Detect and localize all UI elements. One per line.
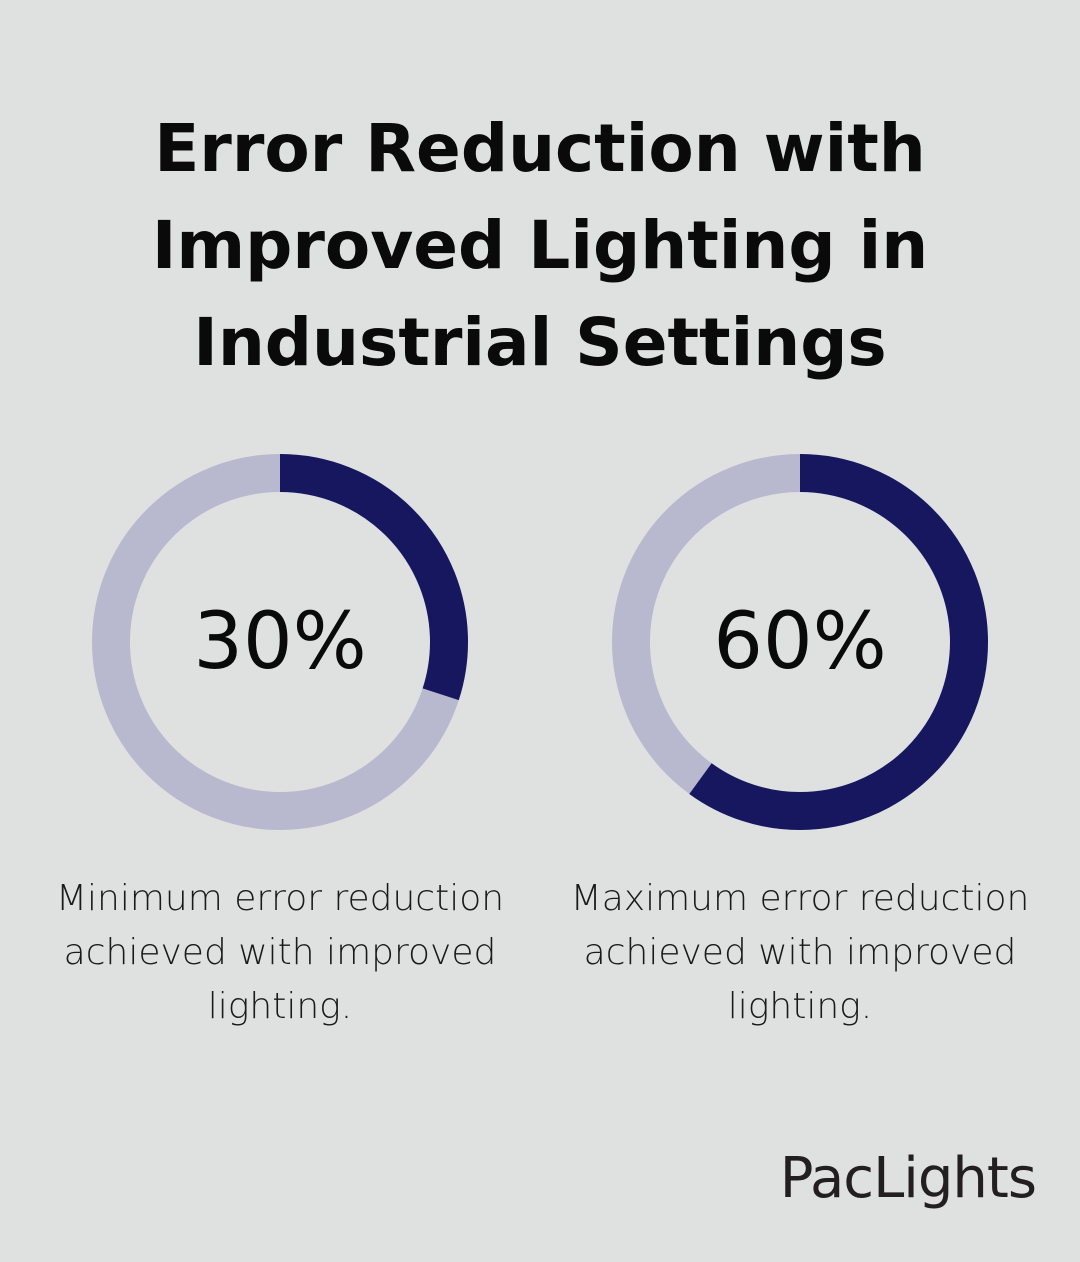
donut-value-label: 60% [713,597,887,687]
donut-svg [612,454,988,830]
donut-chart-max: 60% [610,452,990,832]
donut-value-arc [612,454,988,830]
donut-description: Minimum error reduction achieved with im… [55,878,505,1027]
donut-chart-min: 30% [90,452,470,832]
paclights-logo: PacLights [779,1146,1037,1211]
donut-svg [92,454,468,830]
donut-description: Maximum error reduction achieved with im… [570,878,1030,1027]
chart-title: Error Reduction with Improved Lighting i… [151,110,929,381]
donut-value-label: 30% [193,597,367,687]
donut-value-arc [92,454,468,830]
